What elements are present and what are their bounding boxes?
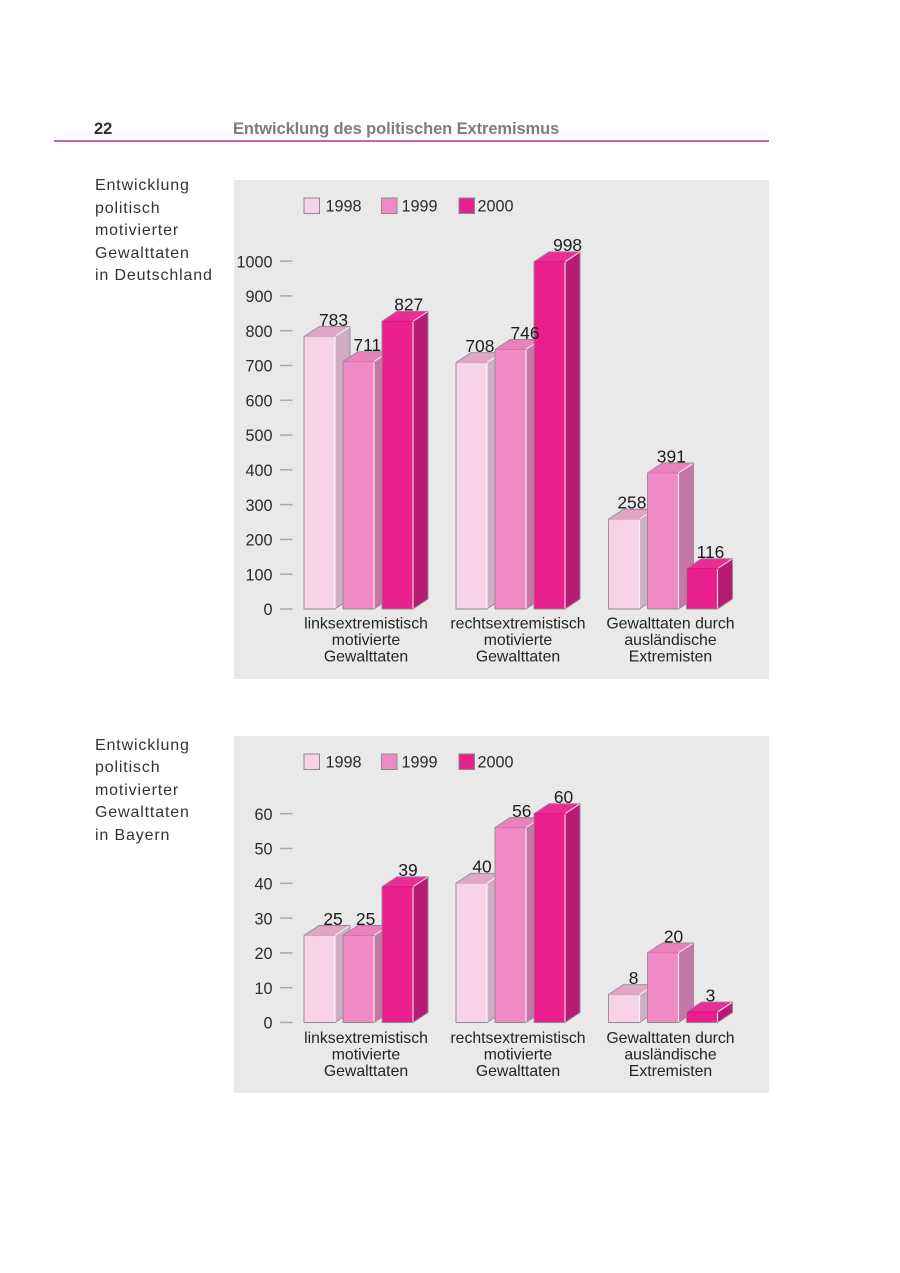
svg-text:motivierte: motivierte <box>332 632 401 649</box>
svg-text:60: 60 <box>554 787 573 807</box>
svg-text:711: 711 <box>353 335 381 355</box>
svg-text:783: 783 <box>319 310 348 330</box>
svg-text:500: 500 <box>245 427 272 445</box>
svg-text:40: 40 <box>254 876 272 894</box>
svg-text:900: 900 <box>245 288 272 306</box>
svg-text:0: 0 <box>263 601 272 619</box>
svg-text:1998: 1998 <box>326 197 362 215</box>
svg-text:Extremisten: Extremisten <box>629 1063 712 1080</box>
svg-text:30: 30 <box>254 910 272 928</box>
svg-text:746: 746 <box>510 323 539 343</box>
svg-text:0: 0 <box>263 1015 272 1033</box>
svg-text:Gewalttaten durch: Gewalttaten durch <box>606 616 734 633</box>
svg-text:800: 800 <box>245 323 272 341</box>
svg-text:Gewalttaten: Gewalttaten <box>324 1063 408 1080</box>
svg-text:827: 827 <box>394 295 423 315</box>
svg-text:rechtsextremistisch: rechtsextremistisch <box>450 616 585 633</box>
svg-text:300: 300 <box>245 497 272 515</box>
svg-text:1998: 1998 <box>326 753 362 771</box>
svg-text:motivierte: motivierte <box>332 1047 401 1064</box>
svg-text:ausländische: ausländische <box>624 1047 716 1064</box>
svg-text:25: 25 <box>323 909 342 929</box>
svg-text:Gewalttaten: Gewalttaten <box>476 1063 560 1080</box>
svg-text:20: 20 <box>254 945 272 963</box>
svg-text:25: 25 <box>356 909 375 929</box>
svg-text:linksextremistisch: linksextremistisch <box>304 616 428 633</box>
svg-text:2000: 2000 <box>478 197 514 215</box>
svg-text:motivierte: motivierte <box>484 1047 553 1064</box>
svg-text:258: 258 <box>617 493 646 513</box>
svg-text:ausländische: ausländische <box>624 632 716 649</box>
svg-text:56: 56 <box>512 801 531 821</box>
svg-text:10: 10 <box>254 980 272 998</box>
svg-text:20: 20 <box>664 926 683 946</box>
svg-text:2000: 2000 <box>478 753 514 771</box>
svg-text:100: 100 <box>245 566 272 584</box>
svg-text:Gewalttaten: Gewalttaten <box>324 649 408 666</box>
svg-text:1000: 1000 <box>236 253 272 271</box>
svg-text:60: 60 <box>254 806 272 824</box>
svg-text:700: 700 <box>245 358 272 376</box>
svg-text:Gewalttaten durch: Gewalttaten durch <box>606 1030 734 1047</box>
svg-text:40: 40 <box>472 857 491 877</box>
svg-text:3: 3 <box>706 986 716 1006</box>
svg-text:rechtsextremistisch: rechtsextremistisch <box>450 1030 585 1047</box>
svg-text:116: 116 <box>697 542 725 562</box>
svg-text:Gewalttaten: Gewalttaten <box>476 649 560 666</box>
svg-text:50: 50 <box>254 841 272 859</box>
svg-text:1999: 1999 <box>402 753 438 771</box>
svg-text:Extremisten: Extremisten <box>629 649 712 666</box>
svg-text:600: 600 <box>245 393 272 411</box>
svg-text:998: 998 <box>553 235 582 255</box>
svg-text:39: 39 <box>398 860 417 880</box>
svg-text:200: 200 <box>245 532 272 550</box>
svg-text:8: 8 <box>629 968 639 988</box>
svg-text:linksextremistisch: linksextremistisch <box>304 1030 428 1047</box>
svg-text:708: 708 <box>465 336 494 356</box>
svg-text:391: 391 <box>657 446 686 466</box>
svg-text:1999: 1999 <box>402 197 438 215</box>
svg-text:motivierte: motivierte <box>484 632 553 649</box>
svg-text:400: 400 <box>245 462 272 480</box>
